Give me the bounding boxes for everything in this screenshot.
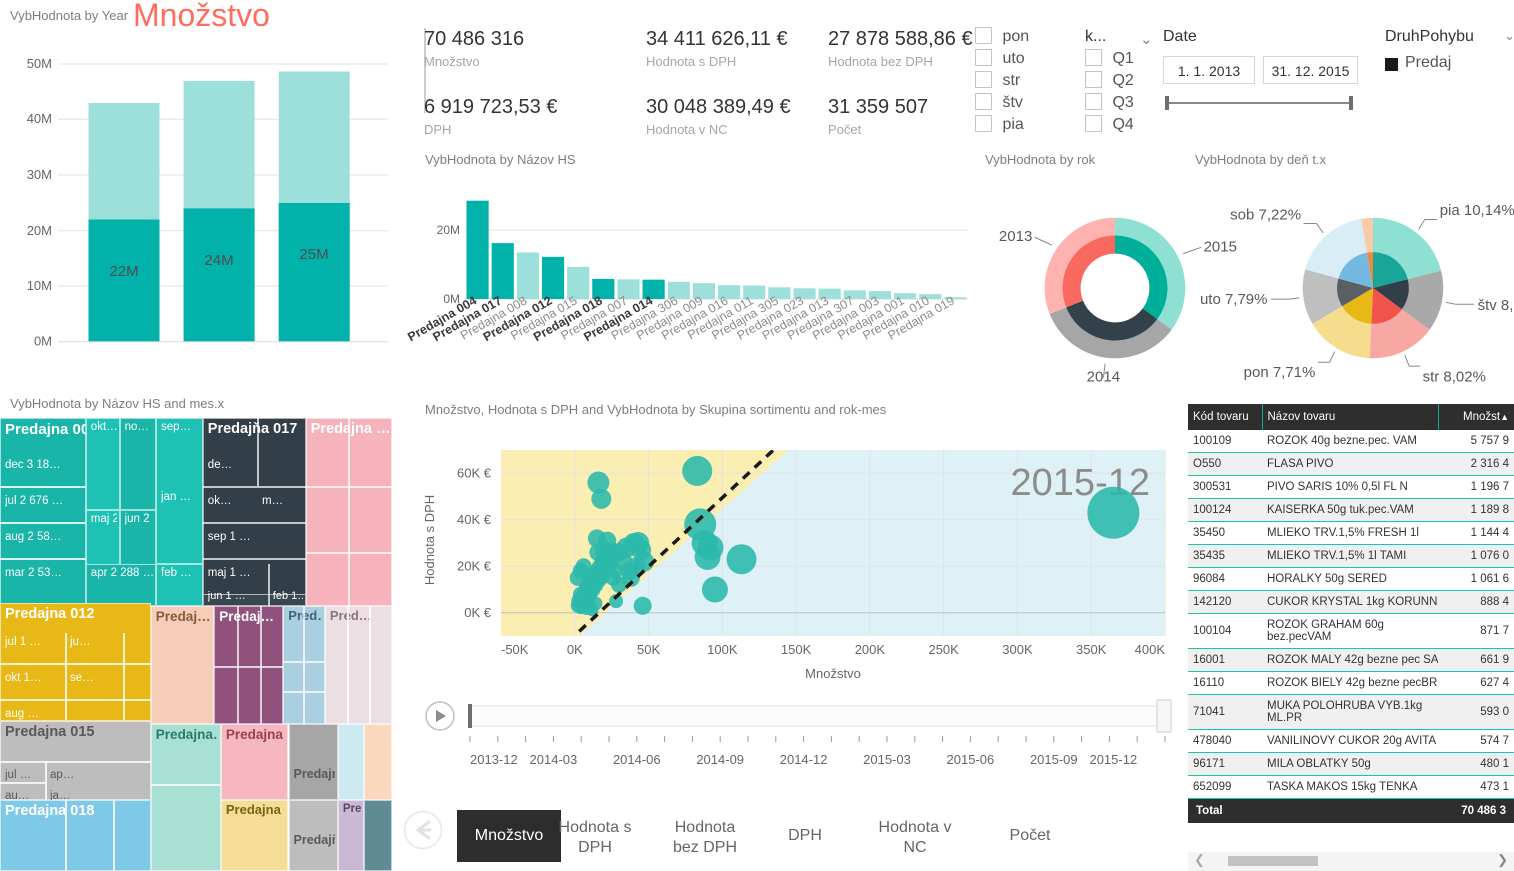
svg-text:0M: 0M <box>34 334 52 349</box>
svg-text:40M: 40M <box>27 111 52 126</box>
svg-text:-50K: -50K <box>501 642 529 657</box>
svg-text:2015-03: 2015-03 <box>863 752 911 767</box>
svg-text:uto 7,79%: uto 7,79% <box>1200 291 1268 308</box>
svg-text:2015-09: 2015-09 <box>1030 752 1078 767</box>
svg-text:2013: 2013 <box>999 228 1032 245</box>
svg-text:40K €: 40K € <box>457 512 492 527</box>
svg-text:2014-09: 2014-09 <box>696 752 744 767</box>
svg-text:2015-12: 2015-12 <box>1089 752 1137 767</box>
svg-text:50M: 50M <box>27 56 52 71</box>
svg-text:60K €: 60K € <box>457 465 492 480</box>
svg-text:2013-12: 2013-12 <box>470 752 518 767</box>
svg-text:2014: 2014 <box>1087 369 1120 386</box>
svg-text:pia 10,14%: pia 10,14% <box>1440 202 1514 219</box>
svg-text:2014-06: 2014-06 <box>613 752 661 767</box>
svg-text:Množstvo: Množstvo <box>805 666 861 681</box>
svg-text:0K €: 0K € <box>464 605 492 620</box>
svg-text:300K: 300K <box>1002 642 1033 657</box>
svg-text:50K: 50K <box>637 642 660 657</box>
svg-text:2014-03: 2014-03 <box>530 752 578 767</box>
svg-text:štv 8,16%: štv 8,16% <box>1478 297 1514 314</box>
svg-text:20M: 20M <box>27 223 52 238</box>
svg-text:30M: 30M <box>27 167 52 182</box>
svg-text:pon 7,71%: pon 7,71% <box>1244 364 1316 381</box>
svg-text:str 8,02%: str 8,02% <box>1423 368 1486 385</box>
svg-text:150K: 150K <box>781 642 812 657</box>
svg-text:sob 7,22%: sob 7,22% <box>1230 207 1301 224</box>
svg-text:2015: 2015 <box>1204 238 1237 255</box>
svg-text:22M: 22M <box>109 263 138 280</box>
svg-text:100K: 100K <box>707 642 738 657</box>
svg-text:400K: 400K <box>1135 642 1166 657</box>
svg-text:20M: 20M <box>437 223 460 237</box>
svg-text:0K: 0K <box>567 642 583 657</box>
svg-text:250K: 250K <box>928 642 959 657</box>
svg-text:2015-06: 2015-06 <box>947 752 995 767</box>
svg-text:24M: 24M <box>204 252 233 269</box>
svg-text:20K €: 20K € <box>457 558 492 573</box>
svg-text:350K: 350K <box>1076 642 1107 657</box>
svg-text:25M: 25M <box>299 246 328 263</box>
svg-text:Hodnota s DPH: Hodnota s DPH <box>422 495 437 585</box>
svg-text:200K: 200K <box>855 642 886 657</box>
svg-text:2014-12: 2014-12 <box>780 752 828 767</box>
svg-text:10M: 10M <box>27 278 52 293</box>
